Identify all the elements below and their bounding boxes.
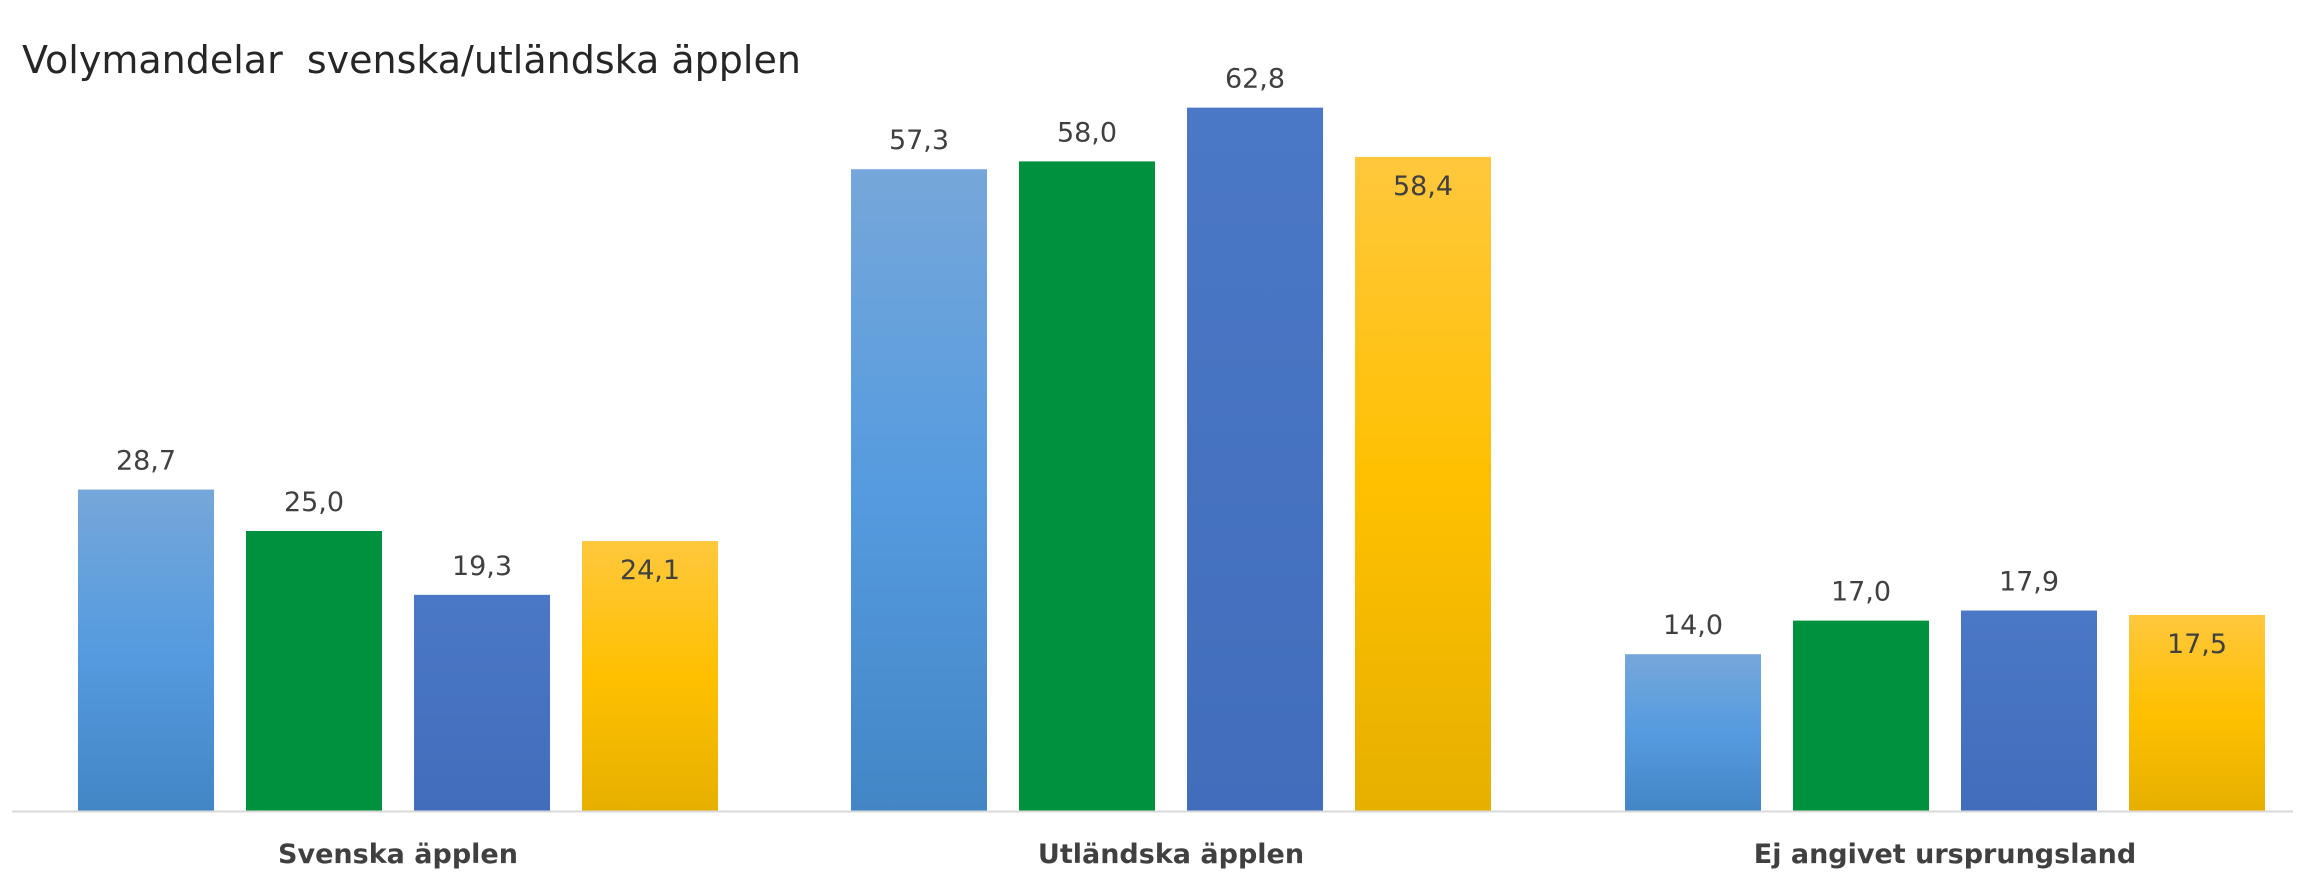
data-label: 19,3 (452, 551, 512, 582)
bar-3-series-1 (1625, 654, 1761, 811)
data-label: 57,3 (889, 125, 949, 156)
data-label: 28,7 (116, 446, 176, 477)
bar-1-series-1 (78, 489, 214, 811)
data-label: 58,4 (1393, 171, 1453, 202)
bar-1-series-3 (414, 594, 550, 811)
data-label: 62,8 (1225, 64, 1285, 95)
bar-2-series-1 (851, 169, 987, 812)
bar-2-series-4 (1355, 156, 1491, 812)
bar-2-series-2 (1019, 161, 1155, 811)
bars-group (78, 107, 2265, 812)
data-label: 17,5 (2167, 629, 2227, 660)
data-label: 17,0 (1831, 577, 1891, 608)
bar-3-series-3 (1961, 610, 2097, 811)
data-label: 17,9 (1999, 567, 2059, 598)
chart-title: Volymandelar svenska/utländska äpplen (22, 38, 801, 82)
data-label: 58,0 (1057, 117, 1117, 148)
bar-3-series-2 (1793, 620, 1929, 811)
labels-group: 28,7 25,0 19,3 24,1 Svenska äpplen 57,3 58,0 62… (116, 64, 2227, 870)
bar-1-series-4 (582, 541, 718, 811)
bar-1-series-2 (246, 531, 382, 811)
data-label: 25,0 (284, 487, 344, 518)
data-label: 24,1 (620, 555, 680, 586)
bar-2-series-3 (1187, 107, 1323, 811)
data-label: 14,0 (1663, 610, 1723, 641)
category-tick-label: Ej angivet ursprungsland (1754, 839, 2136, 870)
category-tick-label: Utländska äpplen (1038, 839, 1304, 870)
bar-3-series-4 (2129, 615, 2265, 811)
category-tick-label: Svenska äpplen (278, 839, 518, 870)
